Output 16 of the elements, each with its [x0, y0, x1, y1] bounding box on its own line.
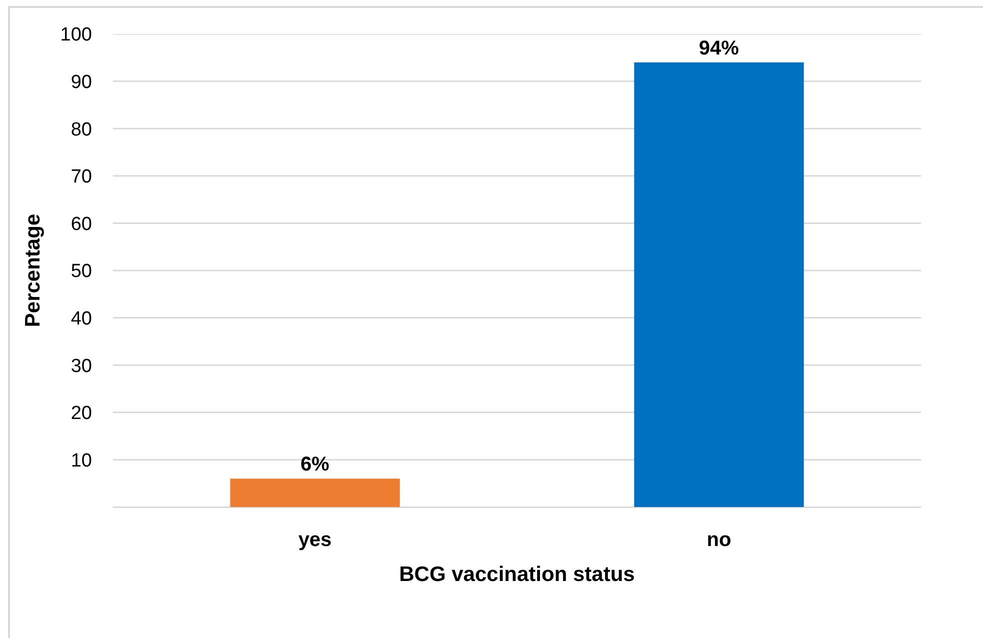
x-axis-title: BCG vaccination status	[399, 563, 635, 586]
y-tick-label: 30	[70, 356, 92, 377]
y-tick-label: 10	[70, 450, 92, 472]
data-label: 6%	[300, 454, 330, 476]
x-tick-label: yes	[298, 529, 332, 551]
y-tick-label: 100	[60, 24, 92, 46]
y-tick-label: 50	[70, 261, 92, 282]
y-axis-title: Percentage	[21, 214, 44, 328]
x-tick-label: no	[706, 529, 732, 551]
y-tick-label: 90	[70, 72, 92, 93]
y-tick-label: 20	[70, 403, 92, 424]
y-tick-label: 40	[70, 308, 92, 330]
y-tick-label: 60	[70, 214, 92, 235]
y-tick-label: 70	[70, 166, 92, 188]
y-tick-label: 80	[70, 119, 92, 140]
data-label: 94%	[698, 37, 740, 60]
